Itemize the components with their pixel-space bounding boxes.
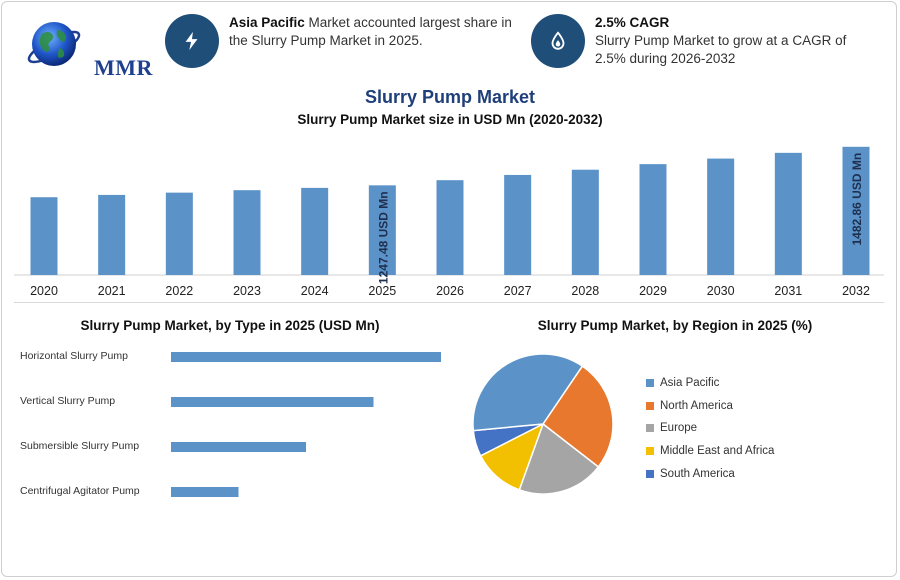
type-bar (171, 352, 441, 362)
legend-swatch (646, 469, 654, 478)
x-tick-label: 2030 (707, 284, 735, 298)
legend-item: North America (646, 395, 774, 418)
legend-swatch (646, 424, 654, 433)
bar-2022 (165, 192, 193, 275)
bar-2027 (504, 174, 532, 275)
legend-label: North America (660, 399, 733, 412)
type-bar (171, 397, 374, 407)
bar-2032 (842, 146, 870, 275)
globe-icon (27, 22, 81, 66)
bar-2026 (436, 180, 464, 275)
legend-swatch (646, 379, 654, 388)
section-divider (14, 302, 884, 303)
highlight-cagr: 2.5% CAGR Slurry Pump Market to grow at a… (531, 14, 871, 68)
region-legend: Asia Pacific North America Europe Middle Ea… (646, 372, 774, 485)
x-tick-label: 2031 (774, 284, 802, 298)
legend-swatch (646, 401, 654, 410)
pie-slice-europe (518, 422, 600, 495)
logo-text: MMR (94, 55, 153, 80)
bar-2024 (301, 187, 329, 275)
mmr-logo: MMR (16, 14, 152, 80)
pie-slice-north-america (541, 365, 614, 468)
x-tick-label: 2023 (233, 284, 261, 298)
legend-label: South America (660, 467, 735, 480)
x-tick-label: 2024 (301, 284, 329, 298)
x-tick-label: 2026 (436, 284, 464, 298)
highlight-text: 2.5% CAGR Slurry Pump Market to grow at a… (595, 15, 847, 66)
bar-2031 (774, 152, 802, 275)
legend-item: Europe (646, 417, 774, 440)
bar-2030 (707, 158, 735, 275)
highlight-asia-pacific: Asia Pacific Market accounted largest sh… (165, 14, 525, 68)
legend-item: Asia Pacific (646, 372, 774, 395)
type-label: Horizontal Slurry Pump (20, 350, 128, 362)
data-label: 1482.86 USD Mn (850, 153, 864, 246)
highlight-text: Asia Pacific Market accounted largest sh… (229, 15, 512, 48)
x-tick-label: 2027 (504, 284, 532, 298)
x-tick-label: 2029 (639, 284, 667, 298)
x-tick-label: 2020 (30, 284, 58, 298)
bar-2020 (30, 197, 58, 275)
bar-2025 (368, 185, 396, 275)
chart-subtitle: Slurry Pump Market size in USD Mn (2020-… (297, 112, 603, 127)
type-label: Submersible Slurry Pump (20, 440, 140, 452)
legend-label: Middle East and Africa (660, 445, 775, 458)
flame-drop-icon (531, 14, 585, 68)
x-tick-label: 2032 (842, 284, 870, 298)
type-bar (171, 487, 239, 497)
bar-2021 (98, 194, 126, 275)
legend-label: Asia Pacific (660, 377, 720, 390)
data-label: 1247.48 USD Mn (376, 191, 390, 284)
x-tick-label: 2028 (571, 284, 599, 298)
pie-slice-asia-pacific (472, 353, 584, 432)
bar-2028 (571, 169, 599, 275)
lightning-bolt-icon (165, 14, 219, 68)
x-tick-label: 2022 (165, 284, 193, 298)
type-chart-title: Slurry Pump Market, by Type in 2025 (USD… (80, 318, 380, 333)
legend-swatch (646, 447, 654, 456)
bar-2023 (233, 190, 261, 275)
type-bar-chart (171, 352, 441, 497)
type-label: Vertical Slurry Pump (20, 395, 116, 407)
region-chart-title: Slurry Pump Market, by Region in 2025 (%… (537, 318, 813, 333)
x-tick-label: 2025 (368, 284, 396, 298)
x-tick-label: 2021 (98, 284, 126, 298)
type-bar (171, 442, 306, 452)
legend-label: Europe (660, 422, 698, 435)
type-label: Centrifugal Agitator Pump (20, 485, 140, 497)
bar-2029 (639, 164, 667, 275)
chart-title: Slurry Pump Market (364, 87, 536, 107)
legend-item: South America (646, 462, 774, 485)
legend-item: Middle East and Africa (646, 440, 774, 463)
